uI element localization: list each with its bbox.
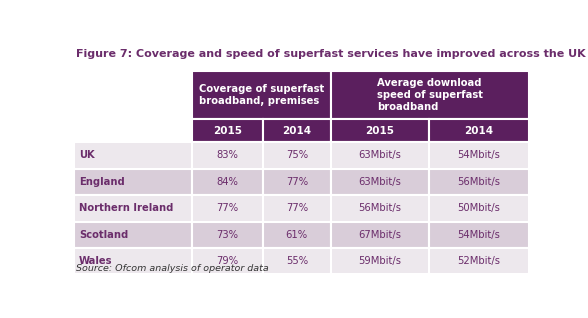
- Bar: [192, 71, 331, 119]
- Bar: [331, 71, 529, 119]
- Text: 63Mbit/s: 63Mbit/s: [359, 150, 402, 161]
- Text: 50Mbit/s: 50Mbit/s: [457, 203, 500, 213]
- Text: 67Mbit/s: 67Mbit/s: [359, 230, 402, 240]
- Text: 56Mbit/s: 56Mbit/s: [457, 177, 500, 187]
- Bar: [429, 195, 529, 222]
- Bar: [331, 119, 429, 142]
- Text: 77%: 77%: [286, 177, 308, 187]
- Text: Northern Ireland: Northern Ireland: [79, 203, 173, 213]
- Bar: [263, 142, 331, 169]
- Bar: [429, 248, 529, 274]
- Text: 61%: 61%: [286, 230, 308, 240]
- Text: 77%: 77%: [216, 203, 238, 213]
- Bar: [74, 142, 192, 169]
- Bar: [331, 248, 429, 274]
- Bar: [192, 222, 263, 248]
- Text: Average download
speed of superfast
broadband: Average download speed of superfast broa…: [377, 79, 483, 112]
- Text: 75%: 75%: [286, 150, 308, 161]
- Bar: [429, 169, 529, 195]
- Bar: [74, 222, 192, 248]
- Bar: [263, 195, 331, 222]
- Text: 83%: 83%: [216, 150, 238, 161]
- Text: 59Mbit/s: 59Mbit/s: [359, 256, 402, 266]
- Bar: [192, 119, 263, 142]
- Bar: [192, 169, 263, 195]
- Bar: [331, 195, 429, 222]
- Bar: [263, 119, 331, 142]
- Text: Source: Ofcom analysis of operator data: Source: Ofcom analysis of operator data: [76, 264, 269, 273]
- Text: 63Mbit/s: 63Mbit/s: [359, 177, 402, 187]
- Text: 2015: 2015: [366, 126, 395, 135]
- Text: England: England: [79, 177, 125, 187]
- Bar: [263, 169, 331, 195]
- Bar: [429, 142, 529, 169]
- Bar: [74, 169, 192, 195]
- Text: 56Mbit/s: 56Mbit/s: [359, 203, 402, 213]
- Text: 54Mbit/s: 54Mbit/s: [457, 150, 500, 161]
- Text: Figure 7: Coverage and speed of superfast services have improved across the UK: Figure 7: Coverage and speed of superfas…: [76, 49, 586, 59]
- Bar: [74, 195, 192, 222]
- Bar: [74, 248, 192, 274]
- Text: Scotland: Scotland: [79, 230, 128, 240]
- Text: Coverage of superfast
broadband, premises: Coverage of superfast broadband, premise…: [199, 84, 324, 106]
- Text: 2015: 2015: [213, 126, 242, 135]
- Bar: [331, 142, 429, 169]
- Bar: [263, 222, 331, 248]
- Text: 79%: 79%: [216, 256, 238, 266]
- Bar: [331, 222, 429, 248]
- Text: 2014: 2014: [465, 126, 494, 135]
- Text: 2014: 2014: [282, 126, 312, 135]
- Bar: [429, 119, 529, 142]
- Text: Wales: Wales: [79, 256, 112, 266]
- Bar: [263, 248, 331, 274]
- Bar: [192, 248, 263, 274]
- Text: UK: UK: [79, 150, 95, 161]
- Text: 77%: 77%: [286, 203, 308, 213]
- Text: 73%: 73%: [216, 230, 238, 240]
- Text: 54Mbit/s: 54Mbit/s: [457, 230, 500, 240]
- Bar: [192, 195, 263, 222]
- Text: 55%: 55%: [286, 256, 308, 266]
- Text: 84%: 84%: [216, 177, 238, 187]
- Text: 52Mbit/s: 52Mbit/s: [457, 256, 500, 266]
- Bar: [429, 222, 529, 248]
- Bar: [192, 142, 263, 169]
- Bar: [331, 169, 429, 195]
